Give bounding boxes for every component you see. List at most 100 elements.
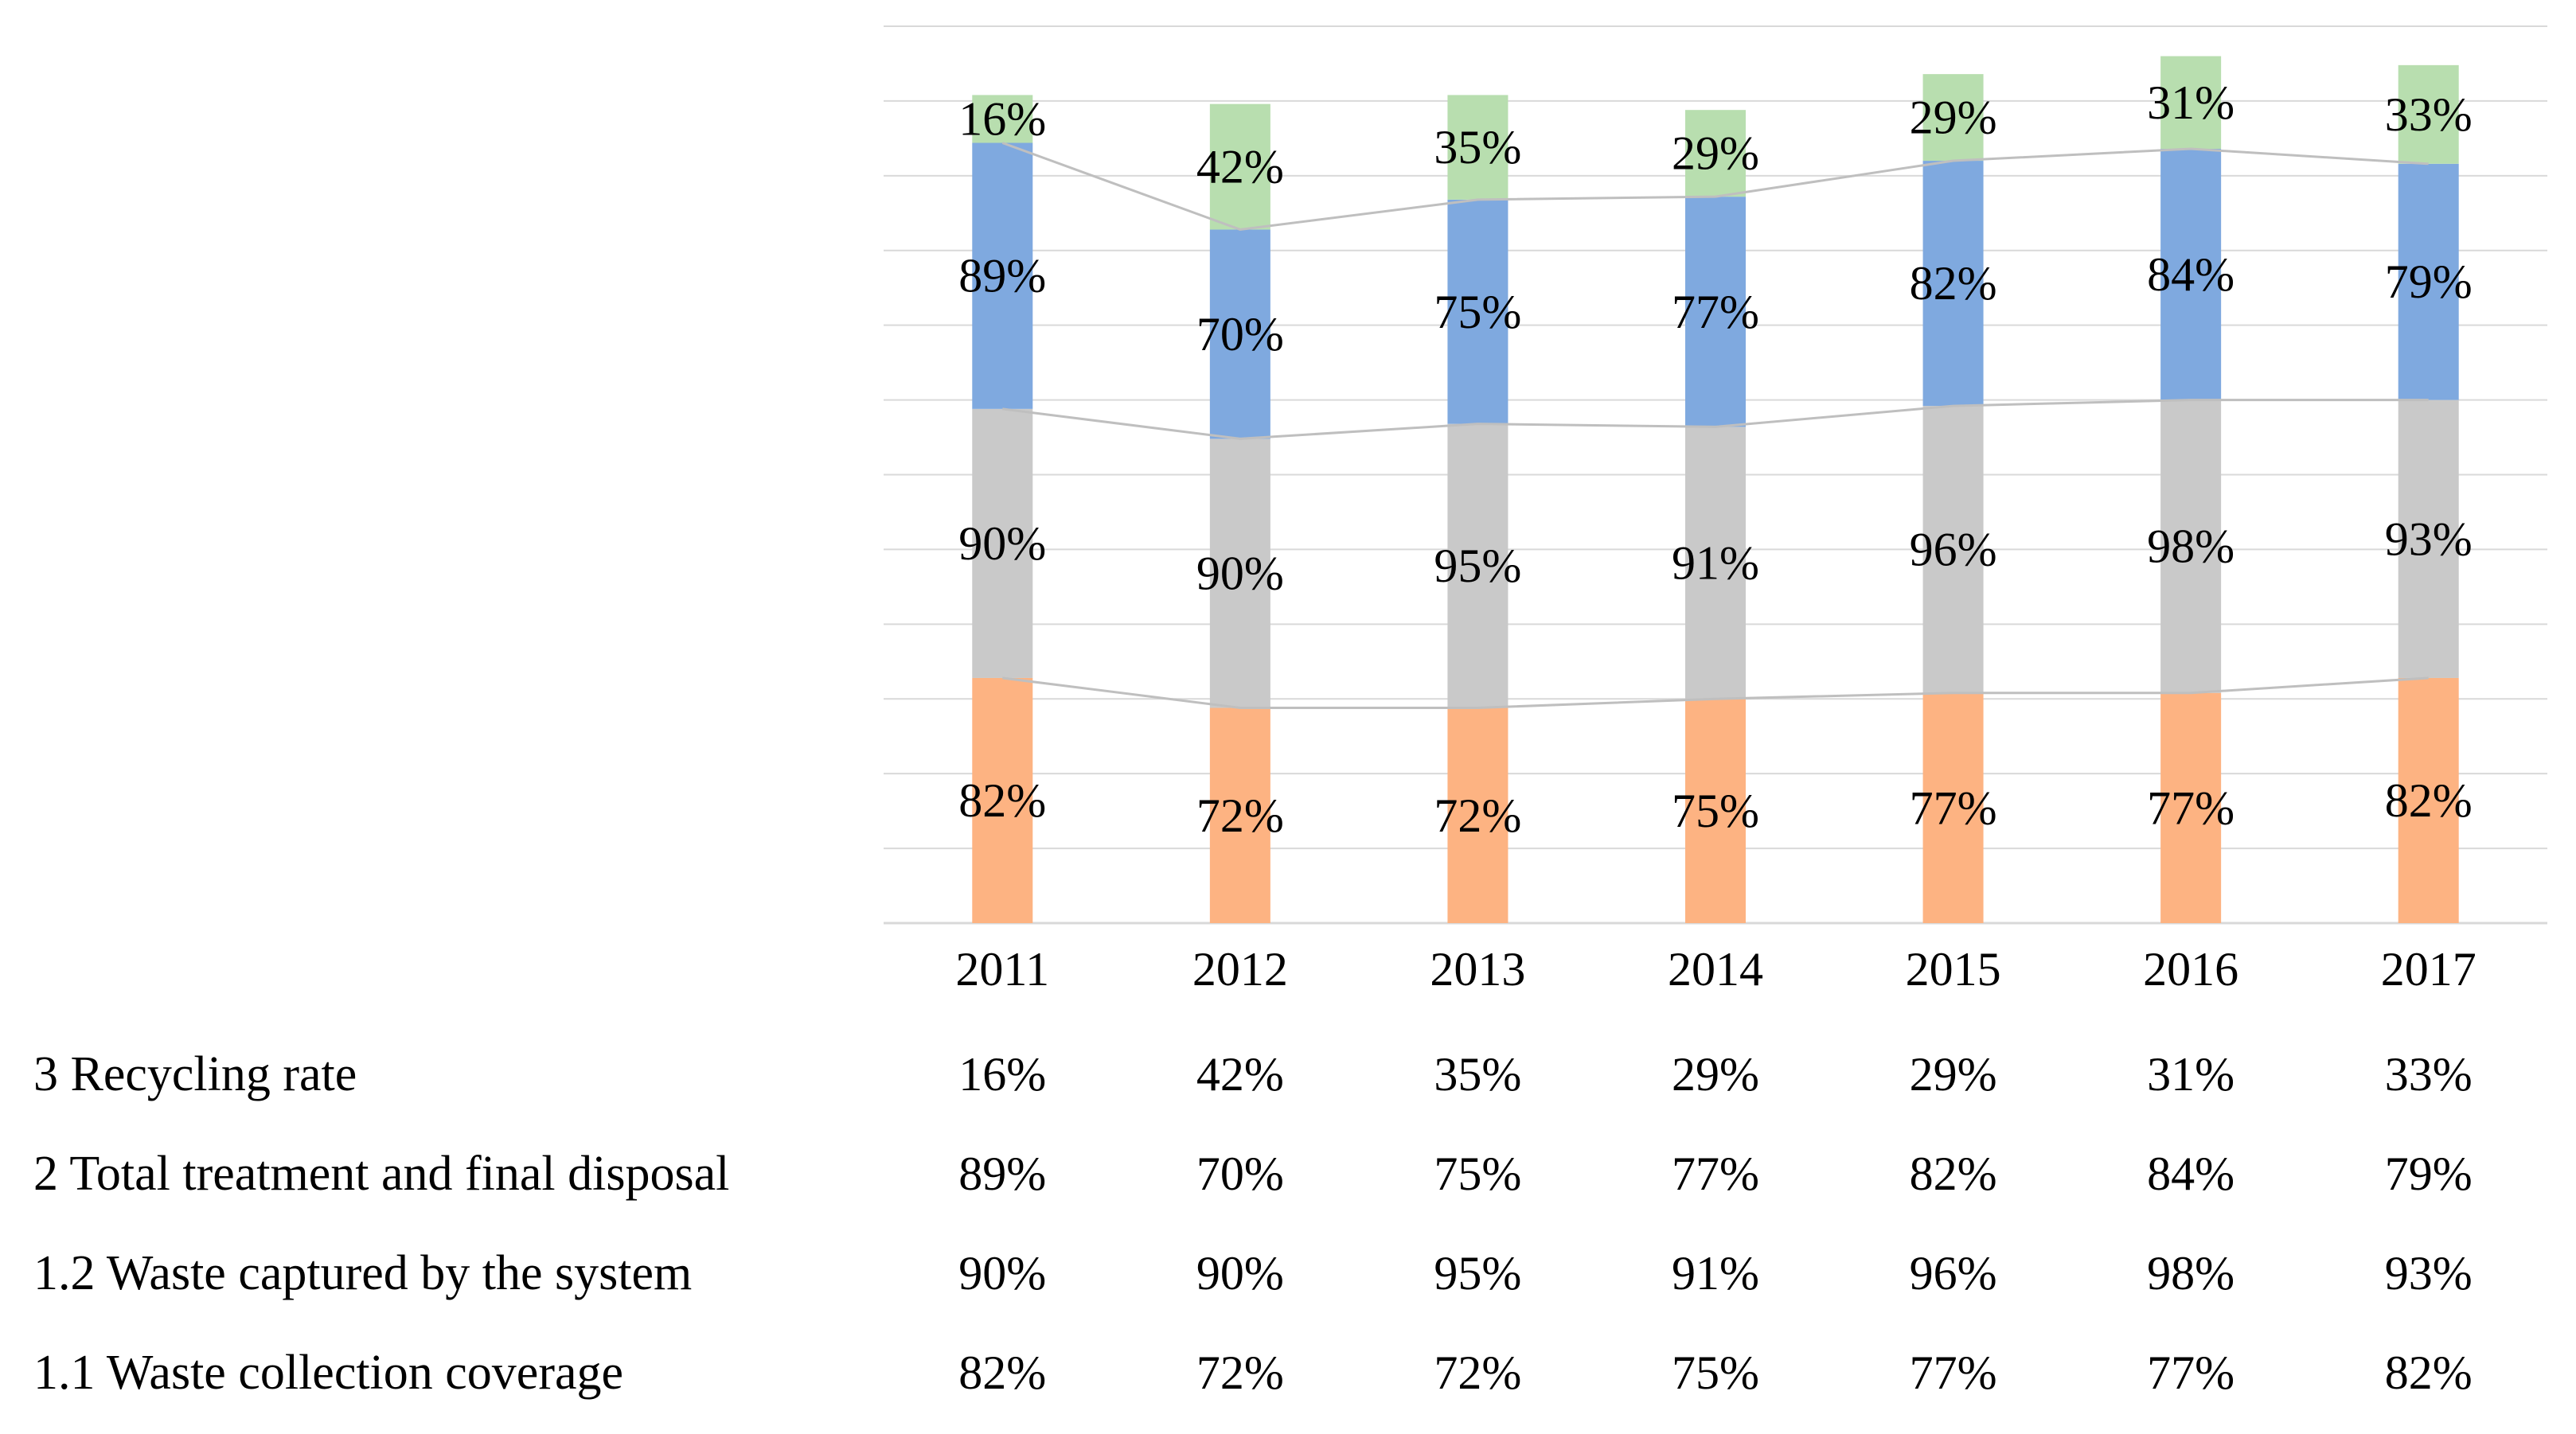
data-label: 75%	[1434, 286, 1521, 338]
table-cell: 90%	[958, 1247, 1046, 1300]
bar-segment	[972, 142, 1033, 409]
data-label: 90%	[958, 517, 1046, 570]
table-cell: 31%	[2147, 1048, 2234, 1101]
table-cell: 79%	[2385, 1148, 2473, 1200]
x-axis: 2011 2012 2013 2014 2015 2016 2017	[955, 943, 2476, 996]
x-tick-label: 2012	[1192, 943, 1288, 996]
bar-segment	[2160, 399, 2222, 693]
table-cell: 33%	[2385, 1048, 2473, 1101]
bars	[972, 56, 2459, 923]
x-tick-label: 2014	[1668, 943, 1763, 996]
data-label: 29%	[1672, 127, 1759, 180]
data-label: 82%	[2385, 774, 2473, 827]
bar-segment	[2398, 64, 2459, 164]
data-label: 77%	[1910, 781, 1997, 834]
table-cell: 90%	[1196, 1247, 1284, 1300]
data-label: 96%	[1910, 523, 1997, 575]
data-label: 33%	[2385, 88, 2473, 141]
table-cell: 89%	[958, 1148, 1046, 1200]
bar-segment	[1922, 406, 1984, 693]
bar-segment	[1209, 707, 1270, 923]
table-cell: 82%	[2385, 1346, 2473, 1399]
series-connector-line	[1001, 142, 2429, 231]
bar-segment	[1209, 438, 1270, 708]
table-row-label: 3 Recycling rate	[33, 1047, 357, 1101]
table-cell: 77%	[2147, 1346, 2234, 1399]
x-tick-label: 2015	[1906, 943, 2001, 996]
data-label: 72%	[1434, 789, 1521, 842]
data-label: 75%	[1672, 785, 1759, 837]
data-label: 82%	[1910, 257, 1997, 310]
series-lines	[1001, 142, 2429, 710]
bar-segment	[1209, 229, 1270, 439]
table-row-label: 1.1 Waste collection coverage	[33, 1346, 623, 1400]
data-label: 77%	[2147, 781, 2234, 834]
table-cell: 72%	[1196, 1346, 1284, 1399]
data-label: 93%	[2385, 512, 2473, 565]
table-cell: 29%	[1910, 1048, 1997, 1101]
data-label: 42%	[1196, 141, 1284, 193]
bar-segment	[972, 677, 1033, 923]
bar-segment	[1447, 423, 1509, 708]
data-label: 72%	[1196, 789, 1284, 842]
table-cell: 84%	[2147, 1148, 2234, 1200]
table-cell: 96%	[1910, 1247, 1997, 1300]
data-label: 70%	[1196, 308, 1284, 360]
bar-segment	[1447, 199, 1509, 424]
table-cell: 16%	[958, 1048, 1046, 1101]
table-row-label: 1.2 Waste captured by the system	[33, 1246, 692, 1300]
table-cell: 93%	[2385, 1247, 2473, 1300]
bar-segment	[2398, 163, 2459, 400]
data-label: 98%	[2147, 520, 2234, 573]
data-label: 84%	[2147, 248, 2234, 301]
bar-segment	[1447, 707, 1509, 923]
data-label: 89%	[958, 250, 1046, 302]
table-cell: 98%	[2147, 1247, 2234, 1300]
table-cell: 95%	[1434, 1247, 1521, 1300]
table-row-label: 2 Total treatment and final disposal	[33, 1147, 729, 1201]
table-cell: 35%	[1434, 1048, 1521, 1101]
bar-segment	[1685, 699, 1746, 923]
table-cell: 82%	[958, 1346, 1046, 1399]
bar-segment	[2160, 56, 2222, 150]
data-labels: 82% 90% 89% 16% 72% 90% 70% 42% 72% 95% 75% 35% 75% 9…	[958, 76, 2472, 842]
data-label: 16%	[958, 92, 1046, 145]
data-label: 79%	[2385, 255, 2473, 308]
table-cell: 75%	[1434, 1148, 1521, 1200]
bar-segment	[1685, 427, 1746, 699]
data-label: 82%	[958, 774, 1046, 827]
data-label: 77%	[1672, 286, 1759, 338]
bar-segment	[972, 408, 1033, 678]
bar-segment	[2398, 677, 2459, 923]
table-cell: 77%	[1910, 1346, 1997, 1399]
data-label: 35%	[1434, 121, 1521, 173]
x-tick-label: 2016	[2143, 943, 2238, 996]
table-cell: 91%	[1672, 1247, 1759, 1300]
x-tick-label: 2017	[2381, 943, 2476, 996]
bar-segment	[2398, 399, 2459, 678]
bar-segment	[972, 95, 1033, 143]
series-connector-line	[1002, 676, 2429, 710]
data-label: 91%	[1672, 536, 1759, 589]
series-connector-line	[1002, 399, 2429, 440]
table-cell: 70%	[1196, 1148, 1284, 1200]
data-label: 31%	[2147, 76, 2234, 129]
bar-segment	[1447, 95, 1509, 200]
data-label: 29%	[1910, 92, 1997, 144]
x-tick-label: 2011	[955, 943, 1049, 996]
data-label: 90%	[1196, 547, 1284, 599]
bar-segment	[1922, 161, 1984, 407]
bar-segment	[2160, 149, 2222, 400]
bar-segment	[1685, 197, 1746, 427]
table-cell: 75%	[1672, 1346, 1759, 1399]
table-cell: 82%	[1910, 1148, 1997, 1200]
table-cell: 72%	[1434, 1346, 1521, 1399]
table-cell: 29%	[1672, 1048, 1759, 1101]
data-label: 95%	[1434, 540, 1521, 592]
table-cell: 42%	[1196, 1048, 1284, 1101]
bar-segment	[1922, 692, 1984, 923]
bar-segment	[2160, 692, 2222, 923]
data-table: 3 Recycling rate 16% 42% 35% 29% 29% 31% 33% 2 T…	[33, 1047, 2473, 1400]
